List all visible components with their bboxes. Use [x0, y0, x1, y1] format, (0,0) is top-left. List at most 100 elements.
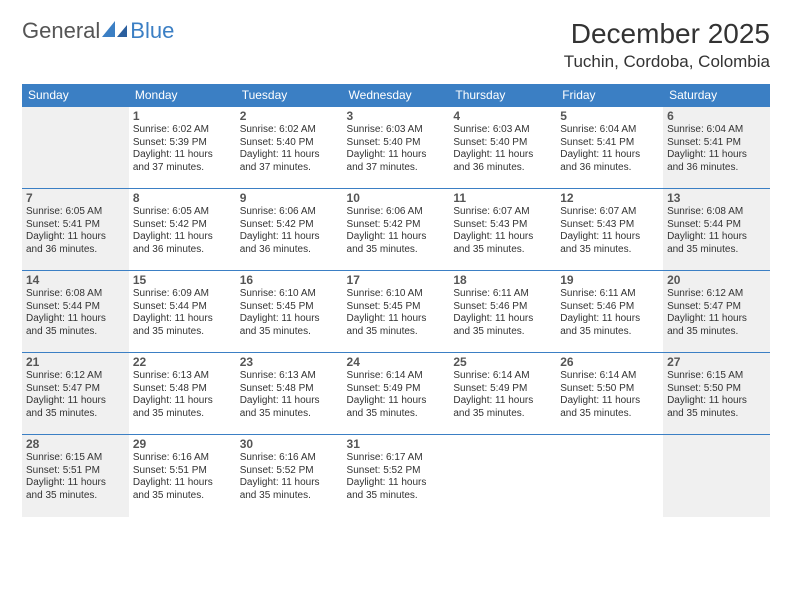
sunset-text: Sunset: 5:44 PM [26, 301, 125, 314]
day-details: Sunrise: 6:16 AMSunset: 5:52 PMDaylight:… [240, 452, 339, 502]
day-header: Saturday [663, 84, 770, 107]
sunrise-text: Sunrise: 6:12 AM [667, 288, 766, 301]
calendar-row: 7Sunrise: 6:05 AMSunset: 5:41 PMDaylight… [22, 189, 770, 271]
sunrise-text: Sunrise: 6:04 AM [560, 124, 659, 137]
day-number: 6 [667, 109, 766, 123]
calendar-cell: 13Sunrise: 6:08 AMSunset: 5:44 PMDayligh… [663, 189, 770, 271]
daylight-text: Daylight: 11 hours and 35 minutes. [453, 231, 552, 256]
calendar-cell: 24Sunrise: 6:14 AMSunset: 5:49 PMDayligh… [343, 353, 450, 435]
sunrise-text: Sunrise: 6:11 AM [560, 288, 659, 301]
day-number: 4 [453, 109, 552, 123]
day-number: 9 [240, 191, 339, 205]
day-number: 10 [347, 191, 446, 205]
daylight-text: Daylight: 11 hours and 35 minutes. [26, 313, 125, 338]
sunrise-text: Sunrise: 6:15 AM [667, 370, 766, 383]
day-details: Sunrise: 6:12 AMSunset: 5:47 PMDaylight:… [26, 370, 125, 420]
sunset-text: Sunset: 5:51 PM [26, 465, 125, 478]
sunset-text: Sunset: 5:50 PM [560, 383, 659, 396]
sunrise-text: Sunrise: 6:12 AM [26, 370, 125, 383]
sunset-text: Sunset: 5:43 PM [560, 219, 659, 232]
month-title: December 2025 [564, 18, 770, 50]
calendar-cell: 8Sunrise: 6:05 AMSunset: 5:42 PMDaylight… [129, 189, 236, 271]
sunrise-text: Sunrise: 6:16 AM [240, 452, 339, 465]
sunrise-text: Sunrise: 6:10 AM [347, 288, 446, 301]
sunset-text: Sunset: 5:45 PM [347, 301, 446, 314]
day-number: 16 [240, 273, 339, 287]
day-details: Sunrise: 6:12 AMSunset: 5:47 PMDaylight:… [667, 288, 766, 338]
daylight-text: Daylight: 11 hours and 37 minutes. [133, 149, 232, 174]
day-number: 13 [667, 191, 766, 205]
day-details: Sunrise: 6:07 AMSunset: 5:43 PMDaylight:… [560, 206, 659, 256]
sunset-text: Sunset: 5:49 PM [347, 383, 446, 396]
logo-text-2: Blue [130, 18, 174, 44]
day-number: 3 [347, 109, 446, 123]
daylight-text: Daylight: 11 hours and 35 minutes. [133, 313, 232, 338]
calendar-cell: 1Sunrise: 6:02 AMSunset: 5:39 PMDaylight… [129, 107, 236, 189]
calendar-cell: 4Sunrise: 6:03 AMSunset: 5:40 PMDaylight… [449, 107, 556, 189]
sunrise-text: Sunrise: 6:10 AM [240, 288, 339, 301]
calendar-cell: 18Sunrise: 6:11 AMSunset: 5:46 PMDayligh… [449, 271, 556, 353]
day-header: Sunday [22, 84, 129, 107]
daylight-text: Daylight: 11 hours and 35 minutes. [667, 231, 766, 256]
calendar-cell: 23Sunrise: 6:13 AMSunset: 5:48 PMDayligh… [236, 353, 343, 435]
day-number: 22 [133, 355, 232, 369]
calendar-cell: 17Sunrise: 6:10 AMSunset: 5:45 PMDayligh… [343, 271, 450, 353]
sunset-text: Sunset: 5:41 PM [560, 137, 659, 150]
day-number: 11 [453, 191, 552, 205]
day-details: Sunrise: 6:15 AMSunset: 5:50 PMDaylight:… [667, 370, 766, 420]
daylight-text: Daylight: 11 hours and 35 minutes. [240, 313, 339, 338]
day-header: Thursday [449, 84, 556, 107]
day-number: 20 [667, 273, 766, 287]
sunrise-text: Sunrise: 6:14 AM [347, 370, 446, 383]
day-details: Sunrise: 6:03 AMSunset: 5:40 PMDaylight:… [347, 124, 446, 174]
daylight-text: Daylight: 11 hours and 35 minutes. [560, 395, 659, 420]
day-details: Sunrise: 6:08 AMSunset: 5:44 PMDaylight:… [26, 288, 125, 338]
sunset-text: Sunset: 5:47 PM [667, 301, 766, 314]
calendar-cell: 16Sunrise: 6:10 AMSunset: 5:45 PMDayligh… [236, 271, 343, 353]
day-number: 26 [560, 355, 659, 369]
sunset-text: Sunset: 5:50 PM [667, 383, 766, 396]
calendar-row: 14Sunrise: 6:08 AMSunset: 5:44 PMDayligh… [22, 271, 770, 353]
day-details: Sunrise: 6:09 AMSunset: 5:44 PMDaylight:… [133, 288, 232, 338]
page-header: General Blue December 2025 Tuchin, Cordo… [22, 18, 770, 72]
day-details: Sunrise: 6:11 AMSunset: 5:46 PMDaylight:… [453, 288, 552, 338]
day-details: Sunrise: 6:03 AMSunset: 5:40 PMDaylight:… [453, 124, 552, 174]
logo-sail-icon [102, 19, 128, 44]
calendar-cell: 6Sunrise: 6:04 AMSunset: 5:41 PMDaylight… [663, 107, 770, 189]
day-details: Sunrise: 6:17 AMSunset: 5:52 PMDaylight:… [347, 452, 446, 502]
calendar-table: Sunday Monday Tuesday Wednesday Thursday… [22, 84, 770, 517]
location-text: Tuchin, Cordoba, Colombia [564, 52, 770, 72]
calendar-body: 1Sunrise: 6:02 AMSunset: 5:39 PMDaylight… [22, 107, 770, 517]
calendar-cell: 28Sunrise: 6:15 AMSunset: 5:51 PMDayligh… [22, 435, 129, 517]
calendar-cell: 11Sunrise: 6:07 AMSunset: 5:43 PMDayligh… [449, 189, 556, 271]
sunset-text: Sunset: 5:39 PM [133, 137, 232, 150]
calendar-cell: 7Sunrise: 6:05 AMSunset: 5:41 PMDaylight… [22, 189, 129, 271]
daylight-text: Daylight: 11 hours and 36 minutes. [26, 231, 125, 256]
day-details: Sunrise: 6:04 AMSunset: 5:41 PMDaylight:… [560, 124, 659, 174]
daylight-text: Daylight: 11 hours and 35 minutes. [667, 313, 766, 338]
calendar-cell: 14Sunrise: 6:08 AMSunset: 5:44 PMDayligh… [22, 271, 129, 353]
day-details: Sunrise: 6:04 AMSunset: 5:41 PMDaylight:… [667, 124, 766, 174]
sunrise-text: Sunrise: 6:16 AM [133, 452, 232, 465]
sunset-text: Sunset: 5:41 PM [667, 137, 766, 150]
sunrise-text: Sunrise: 6:03 AM [453, 124, 552, 137]
sunset-text: Sunset: 5:43 PM [453, 219, 552, 232]
sunrise-text: Sunrise: 6:05 AM [26, 206, 125, 219]
calendar-row: 28Sunrise: 6:15 AMSunset: 5:51 PMDayligh… [22, 435, 770, 517]
day-number: 28 [26, 437, 125, 451]
sunrise-text: Sunrise: 6:04 AM [667, 124, 766, 137]
day-number: 21 [26, 355, 125, 369]
day-details: Sunrise: 6:14 AMSunset: 5:50 PMDaylight:… [560, 370, 659, 420]
daylight-text: Daylight: 11 hours and 37 minutes. [240, 149, 339, 174]
sunset-text: Sunset: 5:42 PM [133, 219, 232, 232]
day-details: Sunrise: 6:10 AMSunset: 5:45 PMDaylight:… [240, 288, 339, 338]
sunset-text: Sunset: 5:41 PM [26, 219, 125, 232]
day-details: Sunrise: 6:05 AMSunset: 5:42 PMDaylight:… [133, 206, 232, 256]
sunset-text: Sunset: 5:48 PM [240, 383, 339, 396]
day-details: Sunrise: 6:13 AMSunset: 5:48 PMDaylight:… [133, 370, 232, 420]
day-number: 12 [560, 191, 659, 205]
sunrise-text: Sunrise: 6:17 AM [347, 452, 446, 465]
day-number: 18 [453, 273, 552, 287]
sunrise-text: Sunrise: 6:07 AM [453, 206, 552, 219]
calendar-cell: 31Sunrise: 6:17 AMSunset: 5:52 PMDayligh… [343, 435, 450, 517]
